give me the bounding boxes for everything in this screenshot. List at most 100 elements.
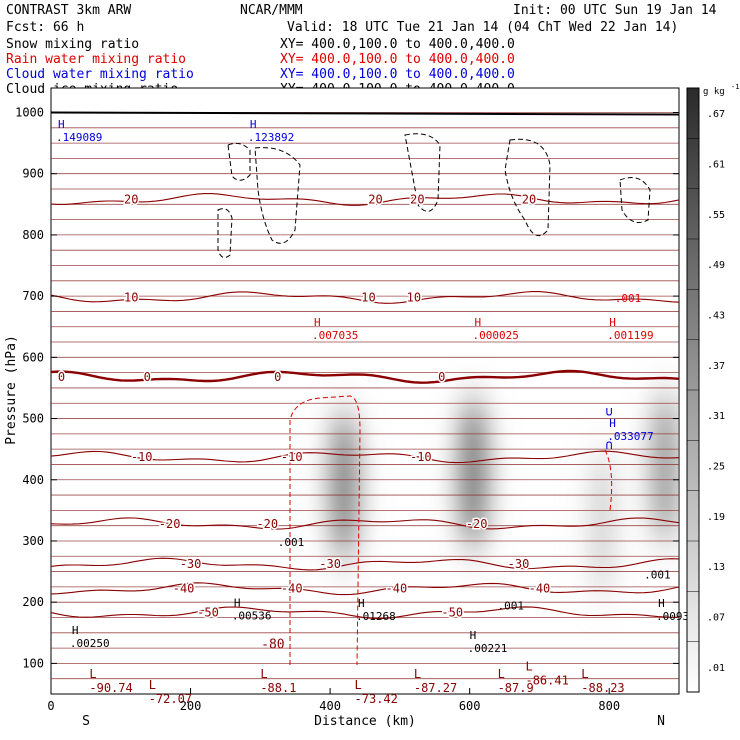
high-marker: H	[234, 597, 241, 610]
colorbar-level: .07	[707, 613, 725, 624]
header-center-title: NCAR/MMM	[240, 3, 303, 18]
high-value: .00250	[70, 637, 110, 650]
high-marker: H	[58, 118, 65, 131]
y-tick-label: 300	[22, 534, 44, 548]
contour-label: 10	[361, 290, 375, 304]
y-tick-label: 700	[22, 289, 44, 303]
high-value: .00937	[656, 610, 696, 623]
colorbar-level: .19	[707, 512, 725, 523]
colorbar-unit: g kg	[703, 87, 725, 97]
temperature-contours	[51, 111, 679, 680]
cloud-ice-outline	[504, 138, 551, 237]
minor-label: .001	[278, 536, 305, 549]
contour-label: -10	[281, 450, 303, 464]
low-value: -87.9	[498, 681, 534, 695]
low-marker: L	[414, 667, 421, 681]
cloud-ice-outline	[254, 147, 301, 244]
minor-label: .001	[644, 568, 671, 581]
x-end-label-right: N	[657, 714, 665, 729]
temperature-contour	[51, 582, 679, 596]
contour-label: -40	[529, 582, 551, 596]
colorbar-level: .67	[707, 109, 725, 120]
x-tick-label: 0	[47, 699, 54, 713]
low-marker: L	[149, 678, 156, 692]
cloud-ice-outline	[227, 142, 251, 181]
colorbar-level: .55	[707, 210, 725, 221]
colorbar-level: .25	[707, 462, 725, 473]
high-value: .01268	[356, 610, 396, 623]
colorbar: .01 .07 .13 .19 .25 .31 .37 .43 .49 .55 .61 .67 g kg…	[686, 83, 739, 693]
contour-label: -20	[466, 517, 488, 531]
temperature-contour	[51, 557, 679, 571]
colorbar-level: .13	[707, 562, 725, 573]
contour-marker: -80	[261, 638, 284, 653]
high-marker: H	[658, 597, 665, 610]
annotations: -50 -50-40 -40 -40 -40-30 -30 -30-20 -20 -20-10-…	[56, 118, 696, 706]
header-fcst: Fcst: 66 h	[6, 20, 84, 35]
contour-label: -30	[508, 557, 530, 571]
contour-label: -10	[410, 450, 432, 464]
rain-outline	[289, 395, 361, 666]
rain-outline	[604, 449, 613, 511]
temperature-contour	[51, 450, 679, 464]
y-tick-label: 800	[22, 228, 44, 242]
colorbar-level: .31	[707, 411, 725, 422]
temperature-contour	[51, 369, 679, 384]
contour-label: -30	[319, 557, 341, 571]
contour-label: 20	[410, 192, 424, 206]
legend-xy: XY= 400.0,100.0 to 400.0,400.0	[280, 67, 515, 82]
y-tick-label: 500	[22, 412, 44, 426]
x-tick-label: 800	[598, 699, 620, 713]
y-tick-label: 600	[22, 350, 44, 364]
cloud-ice-outline	[217, 208, 233, 259]
high-value: .00536	[232, 610, 272, 623]
contour-marker: ∪	[605, 404, 613, 419]
contour-label: -30	[180, 557, 202, 571]
contour-marker: ∩	[605, 438, 613, 453]
minor-label: .001	[615, 292, 642, 305]
snow-maximum	[639, 372, 679, 563]
x-tick-label: 400	[319, 699, 341, 713]
high-value: .00221	[468, 642, 508, 655]
low-marker: L	[355, 678, 362, 692]
x-end-label-left: S	[82, 714, 90, 729]
contour-label: -50	[197, 606, 219, 620]
y-tick-label: 1000	[15, 105, 44, 119]
low-marker: L	[89, 667, 96, 681]
colorbar-unit-exp: -1	[731, 83, 739, 91]
colorbar-level: .49	[707, 260, 725, 271]
low-value: -72.07	[149, 692, 192, 706]
contour-label: 0	[438, 370, 445, 384]
high-marker: H	[475, 316, 482, 329]
x-tick-label: 200	[180, 699, 202, 713]
contour-label: -40	[386, 582, 408, 596]
y-tick-label: 900	[22, 167, 44, 181]
high-marker: H	[470, 629, 477, 642]
temperature-contour	[51, 517, 679, 530]
y-axis-label: Pressure (hPa)	[4, 335, 19, 445]
contour-label: -10	[131, 450, 153, 464]
low-value: -73.42	[355, 692, 398, 706]
legend-label: Rain water mixing ratio	[6, 52, 186, 67]
low-value: -87.27	[414, 681, 457, 695]
y-tick-label: 200	[22, 595, 44, 609]
temperature-contour	[51, 291, 679, 304]
high-value: .007035	[312, 329, 358, 342]
header-valid: Valid: 18 UTC Tue 21 Jan 14 (04 ChT Wed …	[287, 20, 678, 35]
colorbar-level: .61	[707, 160, 725, 171]
plot-frame	[50, 87, 680, 695]
y-tick-label: 400	[22, 473, 44, 487]
snow-maximum	[447, 378, 500, 569]
temperature-contour	[51, 606, 679, 620]
temperature-contour	[51, 193, 679, 206]
high-marker: H	[609, 316, 616, 329]
snow-core	[332, 415, 357, 556]
high-value: .033077	[607, 430, 653, 443]
x-axis-label: Distance (km)	[314, 714, 416, 729]
contour-label: -50	[441, 606, 463, 620]
high-marker: H	[609, 417, 616, 430]
contour-label: 20	[522, 192, 536, 206]
low-marker: L	[260, 667, 267, 681]
low-value: -88.23	[581, 681, 624, 695]
